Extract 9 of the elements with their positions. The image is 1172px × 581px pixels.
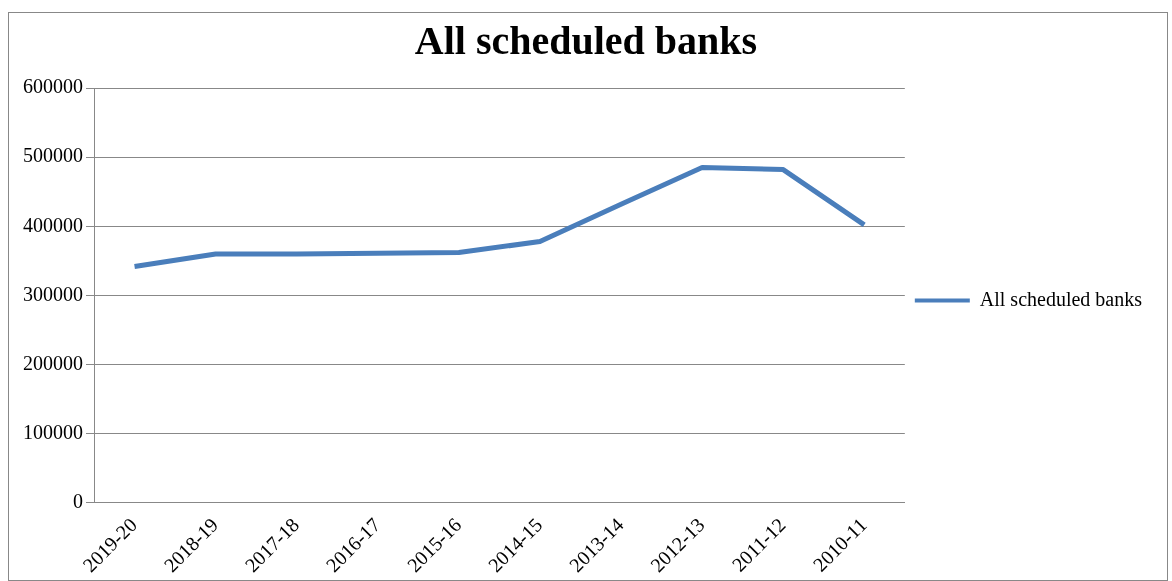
y-tick-label: 100000 [23,420,83,443]
chart-title: All scheduled banks [414,18,758,64]
y-tick-label: 500000 [23,144,83,167]
legend-label: All scheduled banks [979,287,1143,310]
y-tick-label: 400000 [23,213,83,236]
y-tick-label: 600000 [23,75,83,98]
y-tick-label: 0 [73,490,83,513]
y-tick-label: 200000 [23,351,83,374]
y-tick-label: 300000 [23,282,83,305]
